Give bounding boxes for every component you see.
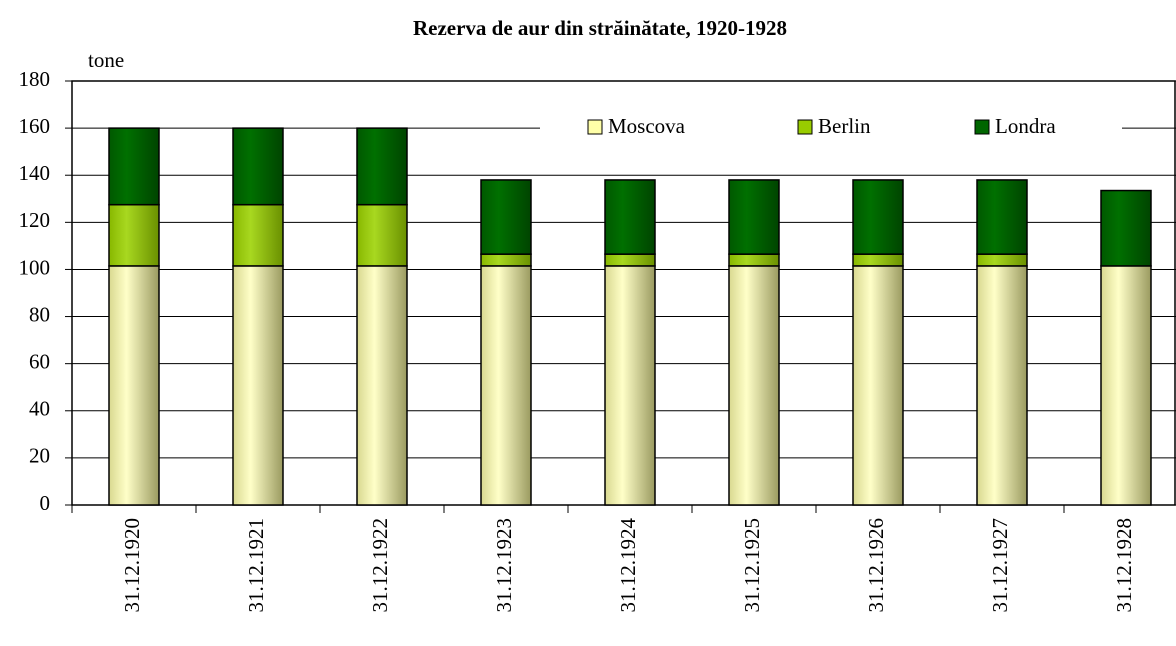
x-tick-label: 31.12.1925	[740, 518, 764, 613]
y-tick-label: 120	[19, 208, 51, 232]
bar-segment	[480, 179, 532, 255]
bar-segment	[232, 203, 284, 267]
x-tick-label: 31.12.1921	[244, 518, 268, 613]
y-tick-label: 20	[29, 444, 50, 468]
bar-segment	[976, 253, 1028, 267]
y-tick-label: 0	[40, 491, 51, 515]
legend-label: Moscova	[608, 114, 686, 138]
y-tick-label: 140	[19, 161, 51, 185]
legend-box	[540, 106, 1122, 150]
bar-segment	[604, 253, 656, 267]
x-tick-label: 31.12.1924	[616, 518, 640, 613]
y-axis-label: tone	[88, 48, 124, 72]
y-tick-label: 100	[19, 255, 51, 279]
bar-segment	[728, 253, 780, 267]
x-tick-label: 31.12.1927	[988, 518, 1012, 613]
bar-segment	[728, 265, 780, 506]
y-tick-label: 180	[19, 67, 51, 91]
bar-segment	[232, 127, 284, 206]
bar-segment	[604, 179, 656, 255]
bar-segment	[232, 265, 284, 506]
bar-segment	[356, 127, 408, 206]
bar-segment	[976, 179, 1028, 255]
legend-label: Berlin	[818, 114, 871, 138]
bar-segment	[356, 203, 408, 267]
y-tick-label: 160	[19, 114, 51, 138]
bar-segment	[356, 265, 408, 506]
bar-segment	[1100, 189, 1152, 267]
x-tick-label: 31.12.1920	[120, 518, 144, 613]
bar-segment	[108, 127, 160, 206]
x-tick-label: 31.12.1926	[864, 518, 888, 613]
legend-swatch	[974, 119, 990, 135]
x-tick-label: 31.12.1922	[368, 518, 392, 613]
bar-segment	[480, 253, 532, 267]
bar-segment	[1100, 265, 1152, 506]
y-tick-label: 80	[29, 302, 50, 326]
bar-segment	[604, 265, 656, 506]
legend-swatch	[797, 119, 813, 135]
legend-swatch	[587, 119, 603, 135]
bar-segment	[852, 253, 904, 267]
x-tick-label: 31.12.1923	[492, 518, 516, 613]
bar-segment	[108, 265, 160, 506]
bar-segment	[852, 179, 904, 255]
chart-title: Rezerva de aur din străinătate, 1920-192…	[413, 16, 787, 40]
y-tick-label: 60	[29, 349, 50, 373]
bar-segment	[108, 203, 160, 267]
y-tick-label: 40	[29, 397, 50, 421]
legend-label: Londra	[995, 114, 1056, 138]
bar-segment	[976, 265, 1028, 506]
bar-segment	[480, 265, 532, 506]
x-tick-label: 31.12.1928	[1112, 518, 1136, 613]
bar-segment	[728, 179, 780, 255]
bar-segment	[852, 265, 904, 506]
